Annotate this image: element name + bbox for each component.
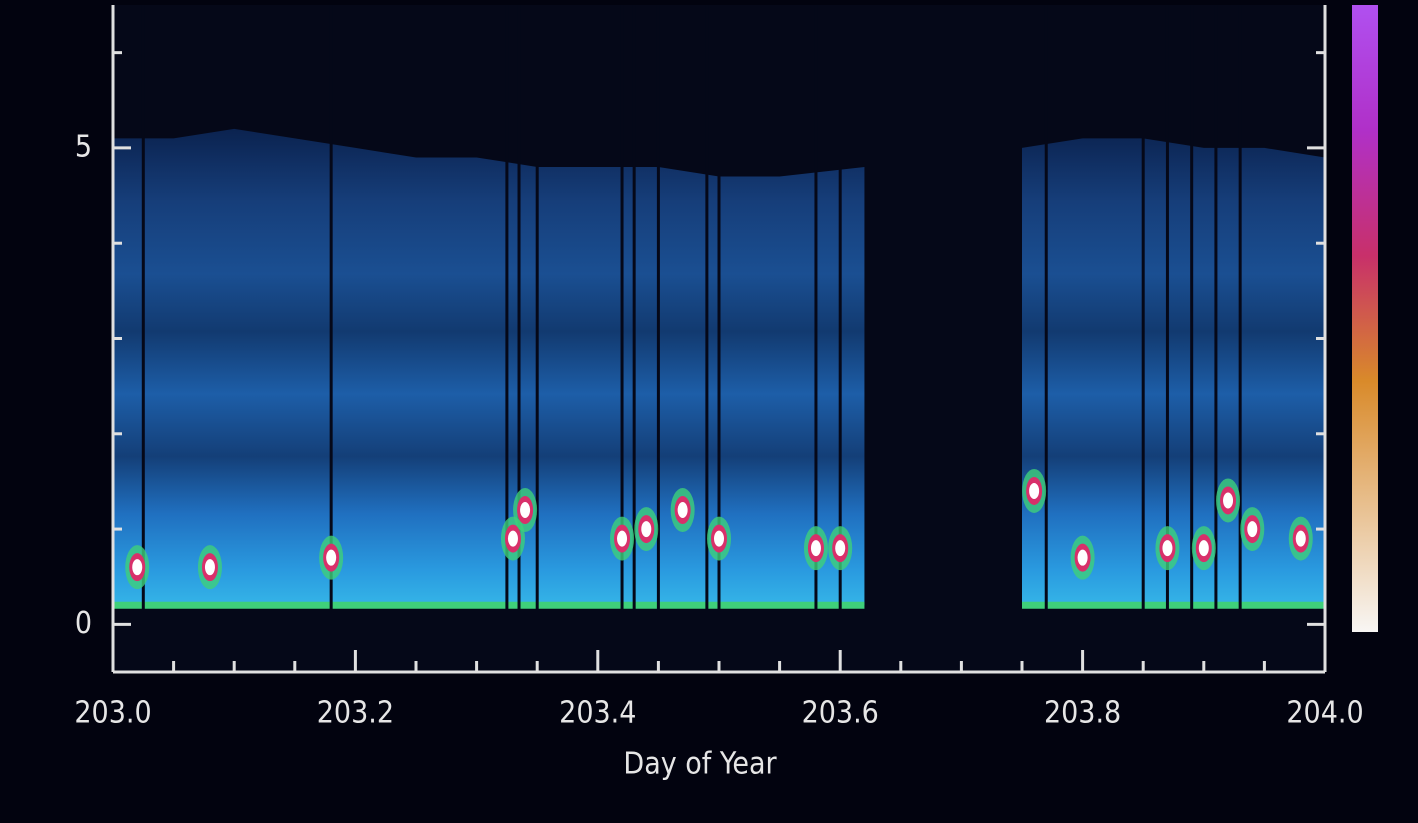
core	[197, 545, 222, 590]
core-center	[520, 502, 531, 519]
x-tick-label: 204.0	[1286, 696, 1363, 731]
core-center	[1162, 540, 1173, 557]
core	[707, 516, 731, 561]
core	[125, 545, 150, 590]
core	[1240, 507, 1265, 552]
core-center	[1223, 492, 1234, 509]
x-tick-label: 203.6	[802, 696, 879, 731]
core	[634, 507, 659, 552]
core-center	[1077, 549, 1088, 566]
core-center	[204, 559, 215, 576]
core-center	[641, 521, 652, 538]
core-center	[1198, 540, 1209, 557]
core	[828, 526, 853, 571]
core-center	[1247, 521, 1258, 538]
core-center	[617, 530, 628, 547]
core	[1191, 526, 1216, 571]
core	[1288, 516, 1313, 561]
core-center	[677, 502, 688, 519]
core	[803, 526, 828, 571]
x-tick-label: 203.2	[317, 696, 394, 731]
core-center	[714, 530, 724, 547]
core	[670, 488, 695, 533]
plot-layer	[113, 5, 1325, 610]
core	[1022, 468, 1047, 513]
core	[610, 516, 635, 561]
core	[1070, 535, 1095, 580]
core-center	[810, 540, 821, 557]
x-axis-title: Day of Year	[623, 747, 777, 782]
colorbar	[1352, 5, 1378, 632]
core-center	[835, 540, 846, 557]
core-center	[326, 549, 337, 566]
x-tick-label: 203.8	[1044, 696, 1121, 731]
core-center	[1029, 482, 1040, 499]
y-tick-label: 5	[75, 129, 92, 164]
core	[1155, 526, 1180, 571]
core-center	[132, 559, 143, 576]
core	[513, 488, 538, 533]
core-center	[507, 530, 518, 547]
y-tick-label: 0	[75, 606, 92, 641]
core-center	[1295, 530, 1306, 547]
core	[319, 535, 344, 580]
core	[1216, 478, 1241, 523]
x-tick-label: 203.0	[74, 696, 151, 731]
x-tick-label: 203.4	[559, 696, 636, 731]
